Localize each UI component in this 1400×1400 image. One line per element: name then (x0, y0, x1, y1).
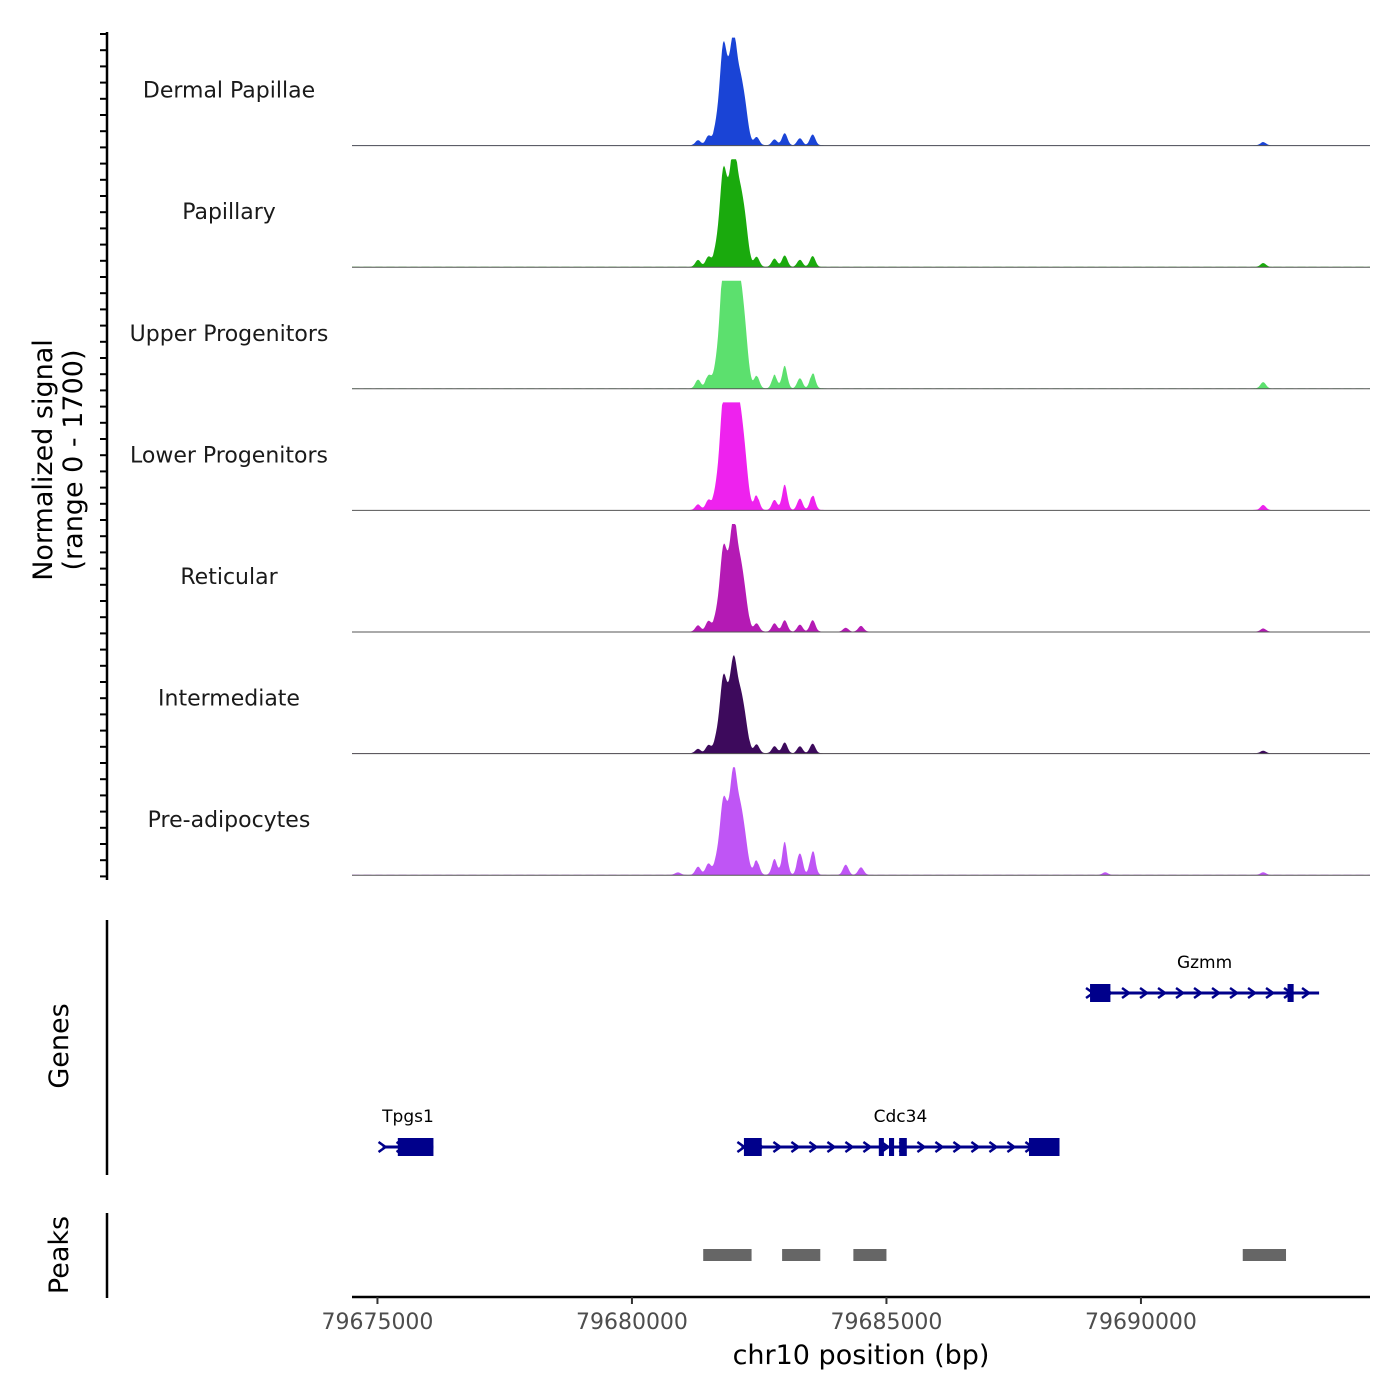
strand-arrow (988, 1140, 999, 1154)
x-tick-label: 79685000 (830, 1310, 942, 1335)
track-label: Papillary (182, 200, 276, 225)
track-label: Pre-adipocytes (148, 808, 311, 833)
strand-arrow (1139, 986, 1150, 1000)
strand-arrow (1211, 986, 1222, 1000)
coverage-area (352, 524, 1370, 632)
exon (888, 1138, 895, 1156)
gene-tpgs1: Tpgs1 (377, 1107, 434, 1156)
strand-arrow (808, 1140, 819, 1154)
exon (878, 1138, 884, 1156)
track-label: Upper Progenitors (130, 322, 329, 347)
gene-label: Tpgs1 (381, 1107, 434, 1127)
x-tick-label: 79680000 (576, 1310, 688, 1335)
coverage-area (352, 402, 1370, 511)
track-label: Intermediate (158, 687, 300, 712)
peak-region (703, 1249, 752, 1261)
track-6: Pre-adipocytes (148, 767, 1370, 876)
coverage-area (352, 159, 1370, 268)
peak-track (703, 1249, 1287, 1261)
strand-arrow (1157, 986, 1168, 1000)
exon (397, 1138, 434, 1156)
exon (1090, 984, 1111, 1002)
strand-arrow (1229, 986, 1240, 1000)
strand-arrow (772, 1140, 783, 1154)
strand-arrow (844, 1140, 855, 1154)
x-axis-ticks: 79675000 79680000 79685000 79690000 (321, 1297, 1197, 1335)
gene-label: Gzmm (1177, 953, 1232, 973)
coverage-area (352, 767, 1370, 876)
y-axis-title-line1: Normalized signal (28, 339, 59, 581)
coverage-area (352, 655, 1370, 754)
x-axis-title: chr10 position (bp) (733, 1340, 990, 1371)
exon (1028, 1138, 1060, 1156)
coverage-area (352, 37, 1370, 146)
exon (743, 1138, 762, 1156)
strand-arrow (934, 1140, 945, 1154)
strand-arrow (916, 1140, 927, 1154)
y-axis-title-line2: (range 0 - 1700) (58, 350, 89, 571)
track-2: Upper Progenitors (130, 280, 1370, 390)
strand-arrow (1301, 986, 1312, 1000)
track-label: Lower Progenitors (130, 443, 328, 468)
coverage-tracks: Dermal Papillae Papillary Upper Progenitor… (130, 37, 1370, 876)
track-5: Intermediate (158, 655, 1370, 755)
track-label: Reticular (180, 565, 278, 590)
genes-track-title: Genes (44, 1003, 75, 1088)
strand-arrow (862, 1140, 873, 1154)
strand-arrow (826, 1140, 837, 1154)
gene-annotation-track: Gzmm Tpgs1 Cdc34 (377, 953, 1320, 1156)
strand-arrow (790, 1140, 801, 1154)
exon (1287, 984, 1294, 1002)
track-4: Reticular (180, 524, 1370, 633)
peak-region (1242, 1249, 1287, 1261)
exon (899, 1138, 907, 1156)
x-tick-label: 79690000 (1085, 1310, 1197, 1335)
strand-arrow (1265, 986, 1276, 1000)
track-3: Lower Progenitors (130, 402, 1370, 511)
signal-y-axis (100, 32, 109, 880)
strand-arrow (1193, 986, 1204, 1000)
strand-arrow (1006, 1140, 1017, 1154)
track-1: Papillary (182, 159, 1370, 268)
peak-region (782, 1249, 821, 1261)
track-0: Dermal Papillae (143, 37, 1370, 147)
strand-arrow (736, 1140, 747, 1154)
x-tick-label: 79675000 (321, 1310, 433, 1335)
gene-cdc34: Cdc34 (736, 1107, 1060, 1156)
strand-arrow (1121, 986, 1132, 1000)
strand-arrow (1247, 986, 1258, 1000)
coverage-area (352, 280, 1370, 389)
strand-arrow (377, 1140, 388, 1154)
peaks-track-title: Peaks (44, 1216, 75, 1294)
peak-region (853, 1249, 887, 1261)
gene-label: Cdc34 (874, 1107, 928, 1127)
strand-arrow (952, 1140, 963, 1154)
strand-arrow (970, 1140, 981, 1154)
gene-gzmm: Gzmm (1085, 953, 1320, 1002)
track-label: Dermal Papillae (143, 79, 315, 104)
strand-arrow (1175, 986, 1186, 1000)
